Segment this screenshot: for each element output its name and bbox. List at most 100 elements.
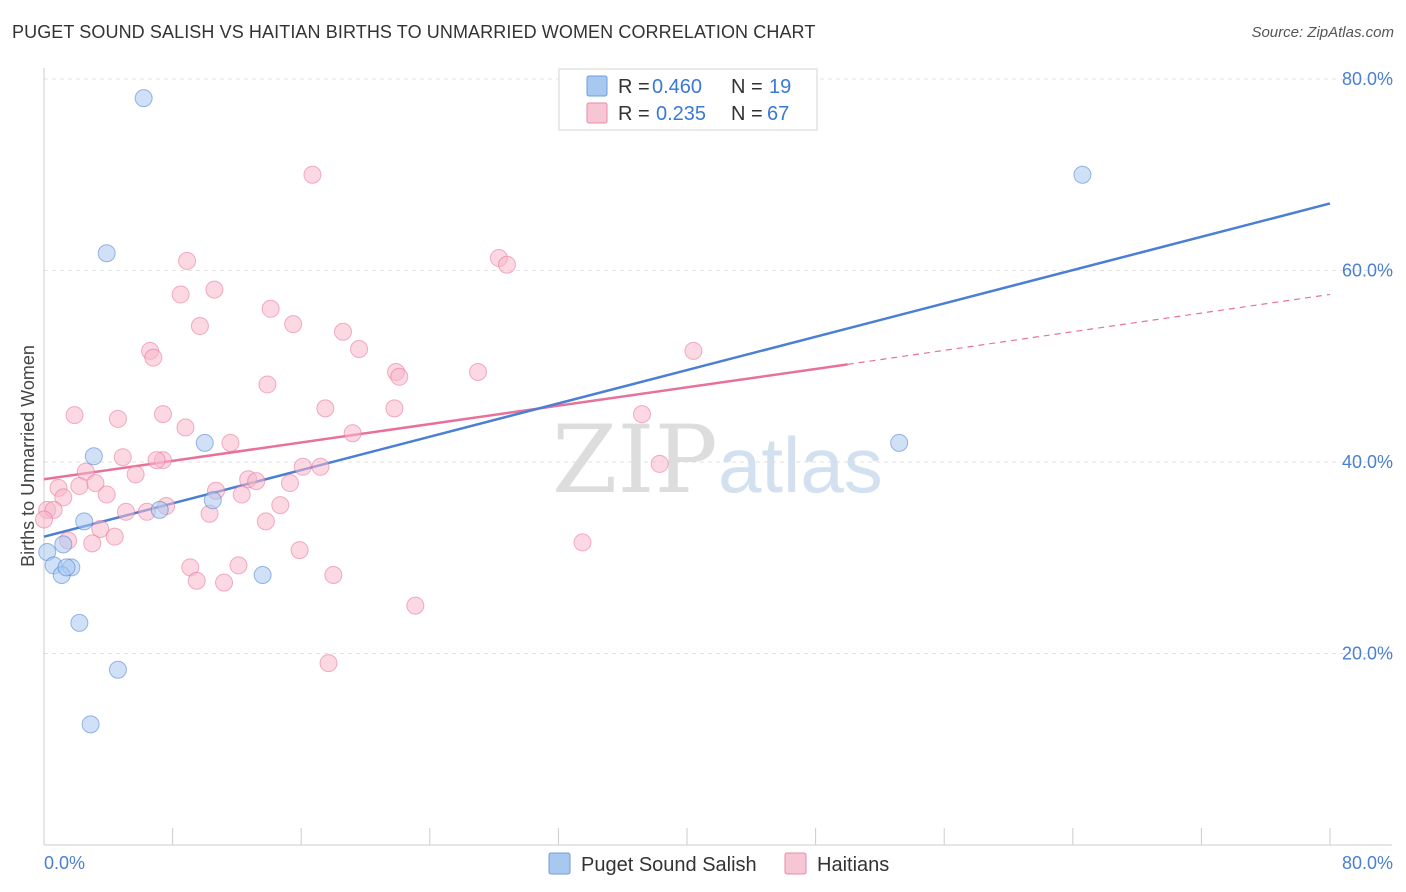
- point-pink: [65, 406, 84, 425]
- y-tick-label: 80.0%: [1342, 69, 1393, 89]
- x-tick-labels: 0.0% 80.0%: [44, 853, 1393, 873]
- y-tick-label: 40.0%: [1342, 452, 1393, 472]
- point-blue: [195, 433, 214, 452]
- point-pink: [390, 367, 409, 386]
- gridlines: [44, 78, 1392, 654]
- legend-box: R = 0.460 N = 19 R = 0.235 N = 67: [558, 68, 818, 131]
- point-pink: [108, 409, 127, 428]
- legend-n-label-2: N =: [731, 103, 763, 125]
- bottom-legend-swatch-pink: [784, 852, 807, 875]
- point-pink: [91, 520, 110, 539]
- point-blue: [81, 715, 100, 734]
- point-pink: [83, 534, 102, 553]
- chart-title: PUGET SOUND SALISH VS HAITIAN BIRTHS TO …: [12, 22, 816, 42]
- legend-r-label-2: R =: [618, 103, 650, 125]
- point-pink: [190, 317, 209, 336]
- point-pink: [221, 433, 240, 452]
- point-blue: [108, 660, 127, 679]
- legend-n-value-1: 19: [769, 76, 791, 98]
- point-pink: [232, 485, 251, 504]
- legend-swatch-pink: [586, 102, 608, 124]
- axes: [43, 68, 1392, 846]
- point-pink: [385, 399, 404, 418]
- point-pink: [247, 472, 266, 491]
- point-blue: [1073, 165, 1092, 184]
- watermark-zip: ZIP: [552, 406, 718, 515]
- point-pink: [258, 375, 277, 394]
- point-pink: [113, 448, 132, 467]
- legend-r-value-1: 0.460: [652, 76, 702, 98]
- point-pink: [573, 533, 592, 552]
- point-pink: [303, 165, 322, 184]
- point-pink: [293, 457, 312, 476]
- x-tick-label: 0.0%: [44, 853, 85, 873]
- point-blue: [57, 558, 76, 577]
- point-pink: [35, 510, 53, 529]
- point-pink: [650, 454, 669, 473]
- point-pink: [171, 285, 190, 304]
- point-pink: [70, 476, 89, 495]
- point-pink: [290, 541, 309, 560]
- point-pink: [54, 488, 73, 507]
- point-pink: [176, 418, 195, 437]
- point-pink: [116, 502, 135, 521]
- point-pink: [229, 556, 248, 575]
- legend-swatch-blue: [586, 75, 608, 97]
- point-pink: [350, 340, 369, 359]
- point-pink: [97, 485, 116, 504]
- legend-n-value-2: 67: [767, 103, 789, 125]
- point-pink: [261, 299, 280, 318]
- legend-r-value-2: 0.235: [656, 103, 706, 125]
- point-pink: [316, 399, 335, 418]
- bottom-legend-label-blue: Puget Sound Salish: [581, 854, 757, 876]
- point-pink: [311, 457, 330, 476]
- point-pink: [319, 654, 338, 673]
- point-blue: [890, 433, 909, 452]
- watermark: ZIP atlas: [552, 406, 883, 515]
- point-pink: [144, 348, 163, 367]
- y-tick-label: 20.0%: [1342, 644, 1393, 664]
- point-blue: [97, 244, 116, 263]
- point-blue: [75, 512, 94, 531]
- point-blue: [84, 447, 103, 466]
- bottom-legend: Puget Sound Salish Haitians: [548, 852, 889, 876]
- point-pink: [271, 496, 290, 515]
- point-blue: [134, 89, 153, 108]
- point-pink: [153, 405, 172, 424]
- point-pink: [343, 424, 362, 443]
- bottom-legend-label-pink: Haitians: [817, 854, 889, 876]
- point-pink: [215, 573, 234, 592]
- point-blue: [70, 613, 89, 632]
- point-pink: [147, 451, 166, 470]
- point-pink: [497, 255, 516, 274]
- point-blue: [203, 491, 222, 510]
- point-blue: [253, 565, 272, 584]
- point-pink: [205, 280, 224, 299]
- point-pink: [632, 405, 651, 424]
- point-pink: [469, 362, 488, 381]
- legend-n-label-1: N =: [731, 76, 763, 98]
- y-tick-labels: 20.0% 40.0% 60.0% 80.0%: [1342, 69, 1393, 664]
- watermark-atlas: atlas: [718, 421, 883, 509]
- trend-line-haitians-extension: [847, 293, 1331, 365]
- y-axis-label: Births to Unmarried Women: [18, 345, 38, 567]
- point-blue: [54, 535, 73, 554]
- point-pink: [105, 527, 124, 546]
- point-pink: [684, 341, 703, 360]
- point-pink: [256, 512, 275, 531]
- x-tick-label: 80.0%: [1342, 853, 1393, 873]
- bottom-legend-swatch-blue: [548, 852, 571, 875]
- point-pink: [284, 315, 303, 334]
- point-pink: [333, 322, 352, 341]
- legend-r-label-1: R =: [618, 76, 650, 98]
- point-pink: [280, 474, 299, 493]
- point-pink: [187, 571, 206, 590]
- point-blue: [150, 500, 169, 519]
- source-label: Source: ZipAtlas.com: [1251, 24, 1394, 41]
- trend-line-haitians: [43, 363, 848, 481]
- data-points: [35, 89, 1092, 734]
- y-tick-label: 60.0%: [1342, 261, 1393, 281]
- point-pink: [324, 565, 343, 584]
- point-pink: [126, 465, 145, 484]
